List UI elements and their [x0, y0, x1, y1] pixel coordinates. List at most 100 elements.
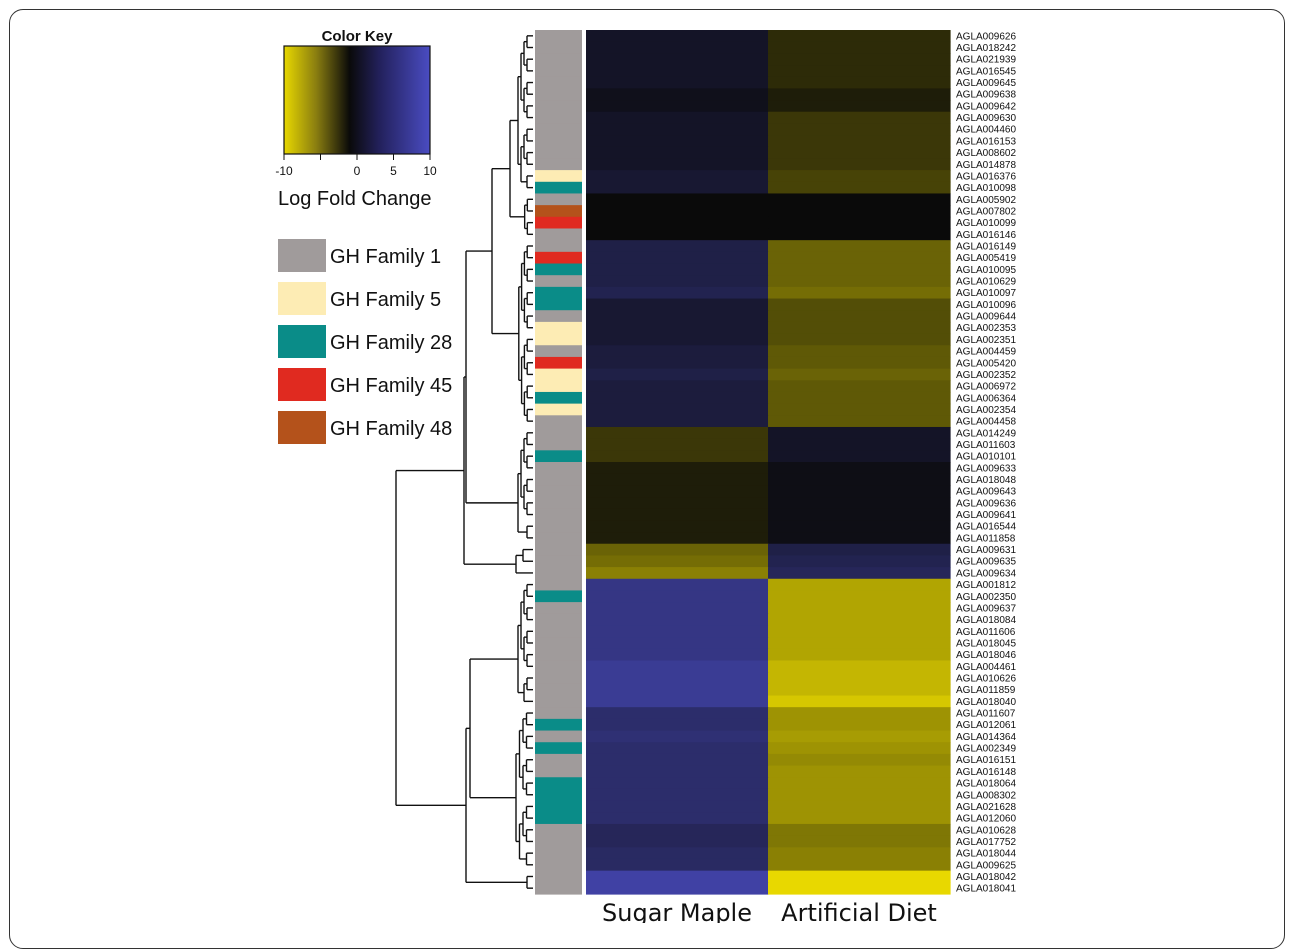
color-key-tick-label: 10: [423, 164, 437, 178]
heatmap-cell: [768, 777, 951, 790]
heatmap-cell: [586, 135, 769, 148]
heatmap-cell: [768, 497, 951, 510]
family-bar-cell: [535, 193, 582, 206]
heatmap-cell: [768, 672, 951, 685]
heatmap-cell: [768, 812, 951, 825]
legend-swatch: [278, 325, 326, 358]
family-bar-cell: [535, 648, 582, 662]
heatmap-cell: [768, 30, 951, 43]
heatmap-cell: [586, 88, 769, 101]
heatmap-cell: [586, 123, 769, 136]
heatmap-cell: [586, 158, 769, 171]
family-bar-cell: [535, 438, 582, 451]
heatmap-cell: [768, 823, 951, 837]
legend-label: GH Family 5: [330, 289, 441, 311]
heatmap-cell: [768, 111, 951, 125]
heatmap-cell: [768, 356, 951, 370]
heatmap-cell: [768, 181, 951, 195]
heatmap-cell: [586, 333, 769, 346]
gene-label: AGLA010095: [956, 265, 1016, 276]
gene-label: AGLA009638: [956, 90, 1016, 101]
color-key: Color Key -10 0 5 10 Log Fold Change: [275, 28, 437, 210]
gene-label: AGLA014364: [956, 732, 1016, 743]
heatmap-cell: [768, 450, 951, 463]
family-bar-cell: [535, 753, 582, 767]
gene-label: AGLA018084: [956, 615, 1016, 626]
gene-label: AGLA010099: [956, 218, 1016, 229]
heatmap-cell: [586, 882, 769, 895]
color-key-ticks: -10 0 5 10: [275, 154, 437, 178]
gene-label: AGLA018044: [956, 849, 1016, 860]
heatmap-cell: [768, 380, 951, 393]
gene-label: AGLA009644: [956, 312, 1016, 323]
family-bar-cell: [535, 135, 582, 148]
heatmap-cell: [768, 462, 951, 475]
gene-label: AGLA016545: [956, 66, 1016, 77]
heatmap-cell: [768, 193, 951, 206]
heatmap-cell: [586, 263, 769, 276]
family-bar-cell: [535, 497, 582, 510]
family-bar-cell: [535, 426, 582, 440]
gene-label: AGLA018045: [956, 638, 1016, 649]
gene-label: AGLA009625: [956, 860, 1016, 871]
gene-label: AGLA009630: [956, 113, 1016, 124]
heatmap-cell: [768, 310, 951, 323]
heatmap-cell: [586, 380, 769, 393]
family-bar-cell: [535, 228, 582, 241]
family-bar-cell: [535, 835, 582, 848]
family-bar-cell: [535, 567, 582, 580]
family-bar-cell: [535, 847, 582, 860]
family-bar-cell: [535, 532, 582, 545]
heatmap-cell: [768, 613, 951, 627]
family-bar-cell: [535, 462, 582, 475]
heatmap-cells: [586, 30, 951, 895]
heatmap-cell: [586, 567, 769, 580]
heatmap-cell: [768, 753, 951, 767]
heatmap-cell: [768, 473, 951, 486]
heatmap-cell: [768, 438, 951, 451]
family-bar-cell: [535, 41, 582, 54]
heatmap-cell: [768, 695, 951, 708]
heatmap-cell: [586, 683, 769, 697]
heatmap-cell: [586, 718, 769, 732]
family-bar-cell: [535, 251, 582, 265]
heatmap-cell: [586, 870, 769, 883]
gene-label: AGLA012060: [956, 814, 1016, 825]
legend-label: GH Family 48: [330, 418, 452, 440]
heatmap-cell: [768, 543, 951, 557]
heatmap-cell: [586, 310, 769, 323]
gene-label: AGLA018046: [956, 650, 1016, 661]
heatmap-cell: [768, 263, 951, 276]
heatmap-cell: [586, 520, 769, 533]
family-bar-cell: [535, 333, 582, 346]
heatmap-cell: [586, 100, 769, 113]
heatmap-cell: [586, 602, 769, 615]
gene-label: AGLA010629: [956, 277, 1016, 288]
heatmap-cell: [586, 637, 769, 650]
heatmap-cell: [586, 812, 769, 825]
family-bar-cell: [535, 823, 582, 837]
heatmap-cell: [586, 578, 769, 592]
heatmap-cell: [586, 368, 769, 381]
gene-label: AGLA002353: [956, 323, 1016, 334]
family-bar-cell: [535, 543, 582, 557]
heatmap-cell: [768, 847, 951, 860]
heatmap-cell: [768, 602, 951, 615]
family-bar-cell: [535, 707, 582, 720]
color-key-label: Log Fold Change: [278, 188, 431, 210]
heatmap-cell: [768, 765, 951, 778]
heatmap-cell: [586, 788, 769, 802]
heatmap-cell: [768, 100, 951, 113]
gene-label: AGLA002354: [956, 405, 1016, 416]
family-bar-cell: [535, 590, 582, 603]
legend-label: GH Family 28: [330, 332, 452, 354]
gene-label: AGLA004458: [956, 417, 1016, 428]
family-bar-cell: [535, 146, 582, 160]
family-bar-cell: [535, 882, 582, 895]
gene-label: AGLA018041: [956, 884, 1016, 895]
gene-label: AGLA004459: [956, 347, 1016, 358]
heatmap-cell: [768, 216, 951, 230]
color-key-tick-label: -10: [275, 164, 293, 178]
heatmap-cell: [768, 707, 951, 720]
heatmap-cell: [586, 146, 769, 160]
